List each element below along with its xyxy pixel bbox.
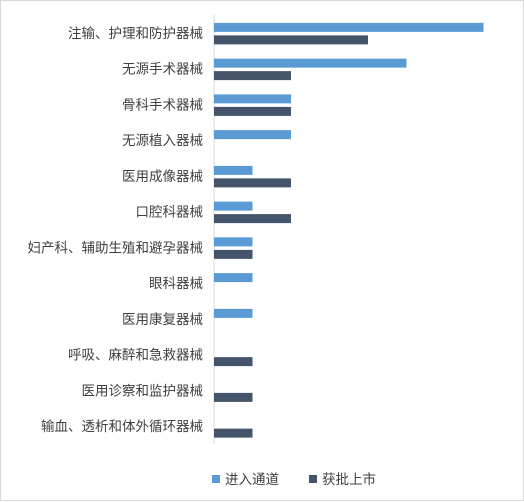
category-label: 注输、护理和防护器械	[68, 26, 203, 42]
legend: 进入通道 获批上市	[212, 471, 376, 488]
category-label: 医用诊察和监护器械	[82, 382, 204, 399]
bar-enter-channel	[214, 308, 253, 318]
category-label: 眼科器械	[149, 276, 203, 292]
bar-approved	[214, 392, 253, 402]
legend-swatch-enter-channel	[212, 475, 220, 483]
bar-enter-channel	[214, 273, 253, 283]
bar-approved	[214, 35, 368, 45]
bar-enter-channel	[214, 201, 253, 211]
bar-enter-channel	[214, 237, 253, 247]
bar-enter-channel	[214, 130, 291, 140]
category-label: 医用康复器械	[122, 311, 203, 328]
category-label: 输血、透析和体外循环器械	[41, 419, 203, 435]
bar-approved	[214, 71, 291, 81]
bar-approved	[214, 178, 291, 188]
legend-label-enter-channel: 进入通道	[225, 472, 279, 488]
legend-swatch-approved	[309, 475, 317, 483]
legend-label-approved: 获批上市	[322, 471, 376, 488]
bar-approved	[214, 106, 291, 116]
category-label: 呼吸、麻醉和急救器械	[68, 348, 203, 364]
bar-approved	[214, 357, 253, 367]
bar-enter-channel	[214, 58, 407, 68]
category-label: 医用成像器械	[122, 169, 203, 185]
category-label: 骨科手术器械	[122, 97, 203, 113]
category-label: 无源植入器械	[122, 133, 203, 149]
bar-enter-channel	[214, 22, 484, 32]
bar-approved	[214, 214, 291, 224]
category-label: 无源手术器械	[122, 62, 203, 78]
bar-enter-channel	[214, 165, 253, 175]
bar-enter-channel	[214, 94, 291, 104]
bar-approved	[214, 249, 253, 259]
bar-approved	[214, 428, 253, 438]
category-label: 口腔科器械	[136, 205, 204, 221]
category-label: 妇产科、辅助生殖和避孕器械	[28, 239, 204, 256]
